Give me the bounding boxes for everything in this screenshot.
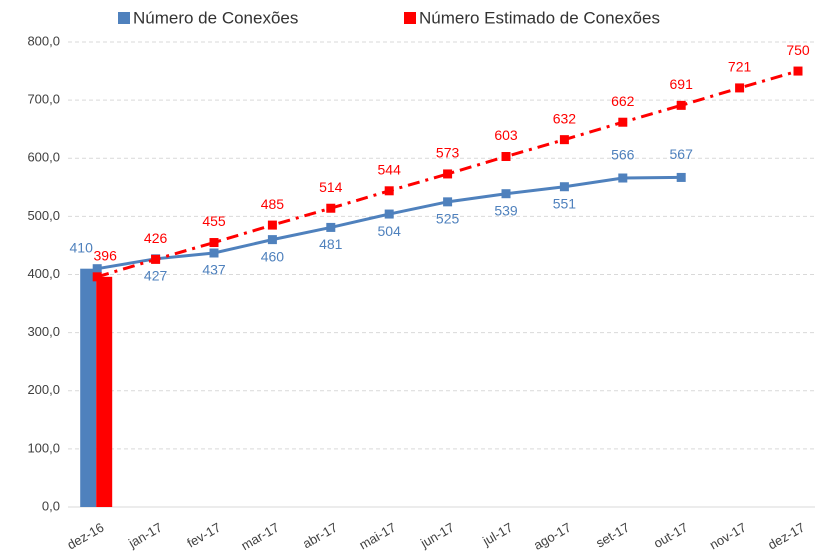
marker	[209, 238, 219, 248]
marker	[92, 264, 102, 274]
marker	[326, 203, 336, 213]
marker	[267, 235, 277, 245]
y-tick-label: 100,0	[27, 440, 60, 455]
marker	[793, 66, 803, 76]
data-label: 485	[261, 196, 285, 212]
marker	[618, 117, 628, 127]
x-tick-label: nov-17	[707, 520, 749, 553]
data-label: 721	[728, 59, 752, 75]
data-label: 750	[786, 42, 810, 58]
x-tick-label: ago-17	[531, 520, 574, 553]
data-label: 525	[436, 211, 460, 227]
marker	[151, 254, 161, 264]
marker	[443, 169, 453, 179]
x-tick-label: jan-17	[125, 520, 165, 552]
data-label: 426	[144, 230, 168, 246]
x-tick-label: mar-17	[238, 520, 281, 554]
data-label: 544	[378, 162, 402, 178]
marker	[267, 220, 277, 230]
marker	[618, 173, 628, 183]
y-tick-label: 700,0	[27, 92, 60, 107]
marker	[384, 209, 394, 219]
data-label: 437	[202, 262, 226, 278]
y-tick-label: 0,0	[42, 498, 60, 513]
legend-label: Número de Conexões	[133, 8, 298, 27]
y-tick-label: 200,0	[27, 382, 60, 397]
x-tick-label: abr-17	[300, 520, 340, 552]
marker	[559, 135, 569, 145]
data-label: 460	[261, 248, 285, 264]
data-label: 539	[494, 202, 518, 218]
data-label: 427	[144, 268, 168, 284]
y-tick-label: 800,0	[27, 33, 60, 48]
y-tick-label: 400,0	[27, 266, 60, 281]
data-label: 566	[611, 147, 635, 163]
bar	[80, 268, 97, 507]
x-tick-label: jun-17	[417, 520, 457, 552]
x-tick-label: set-17	[593, 520, 632, 551]
marker	[676, 100, 686, 110]
y-tick-label: 300,0	[27, 324, 60, 339]
legend-swatch	[404, 12, 416, 24]
marker	[559, 182, 569, 192]
marker	[676, 172, 686, 182]
data-label: 514	[319, 179, 343, 195]
marker	[384, 186, 394, 196]
marker	[735, 83, 745, 93]
bar	[96, 276, 113, 507]
y-tick-label: 500,0	[27, 208, 60, 223]
marker	[209, 248, 219, 258]
x-tick-label: dez-17	[765, 520, 807, 553]
x-tick-label: mai-17	[356, 520, 398, 553]
data-label: 481	[319, 236, 343, 252]
data-label: 573	[436, 145, 460, 161]
data-label: 396	[94, 248, 118, 264]
data-label: 410	[70, 239, 94, 255]
marker	[501, 152, 511, 162]
marker	[92, 272, 102, 282]
legend-swatch	[118, 12, 130, 24]
data-label: 632	[553, 110, 577, 126]
marker	[501, 189, 511, 199]
data-label: 603	[494, 127, 518, 143]
legend-label: Número Estimado de Conexões	[419, 8, 660, 27]
data-label: 567	[670, 146, 694, 162]
x-tick-label: jul-17	[479, 520, 515, 549]
data-label: 662	[611, 93, 635, 109]
marker	[443, 197, 453, 207]
x-tick-label: fev-17	[184, 520, 223, 551]
data-label: 691	[670, 76, 694, 92]
x-tick-label: dez-16	[64, 520, 106, 553]
data-label: 504	[378, 223, 402, 239]
y-tick-label: 600,0	[27, 150, 60, 165]
x-tick-label: out-17	[651, 520, 690, 551]
data-label: 455	[202, 213, 226, 229]
marker	[326, 222, 336, 232]
data-label: 551	[553, 195, 577, 211]
